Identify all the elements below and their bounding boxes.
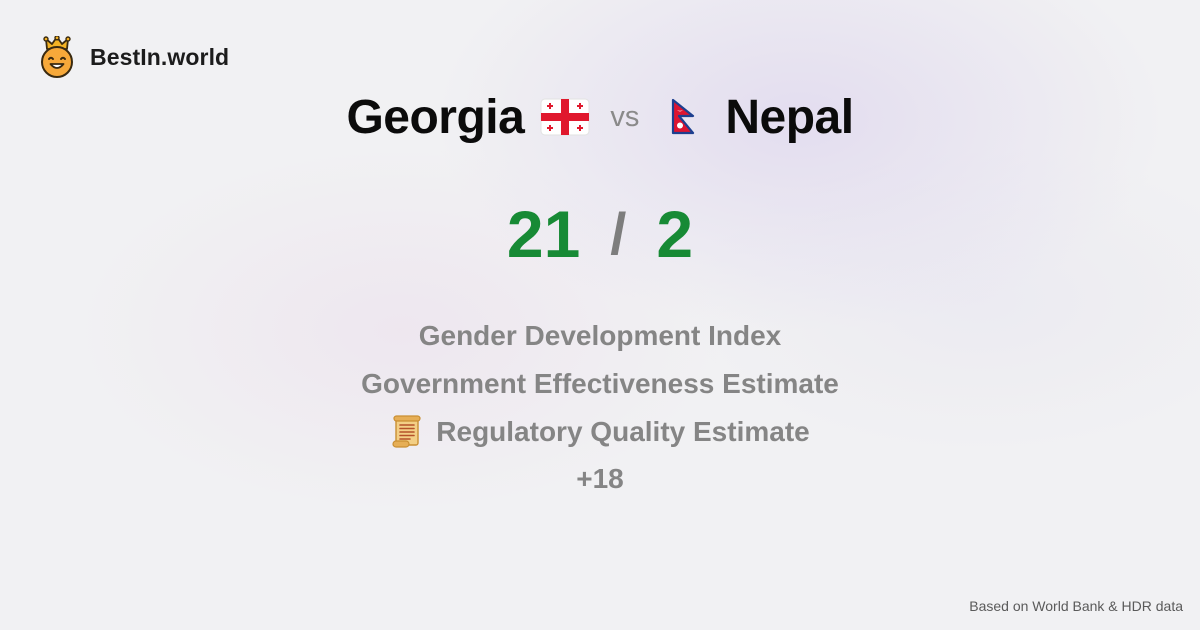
metric-label: Gender Development Index [418,320,782,351]
metric-item: Government Effectiveness Estimate [361,360,839,408]
nepal-flag-icon [672,98,695,135]
scroll-icon [392,415,421,448]
right-score: 2 [656,197,694,271]
score: 21 / 2 [0,192,1200,276]
comparison-title: Georgia vs Nepal [0,84,1200,150]
left-score: 21 [506,197,581,271]
score-separator: / [610,201,627,267]
metric-item: Gender Development Index [419,312,782,360]
crowned-smiley-icon [41,36,73,78]
brand-name: BestIn.world [90,43,230,70]
metric-label: Government Effectiveness Estimate [361,368,839,399]
more-metrics-count: +18 [576,463,624,494]
metric-list: Gender Development Index Government Effe… [0,312,1200,502]
brand-logo[interactable]: BestIn.world [38,36,229,78]
data-source-note: Based on World Bank & HDR data [969,598,1183,614]
left-country-name: Georgia [346,90,525,144]
right-country-name: Nepal [725,90,854,144]
vs-label: vs [610,100,640,133]
metric-label: Regulatory Quality Estimate [436,416,810,447]
georgia-flag-icon [540,98,590,136]
metric-item: Regulatory Quality Estimate [390,408,810,456]
